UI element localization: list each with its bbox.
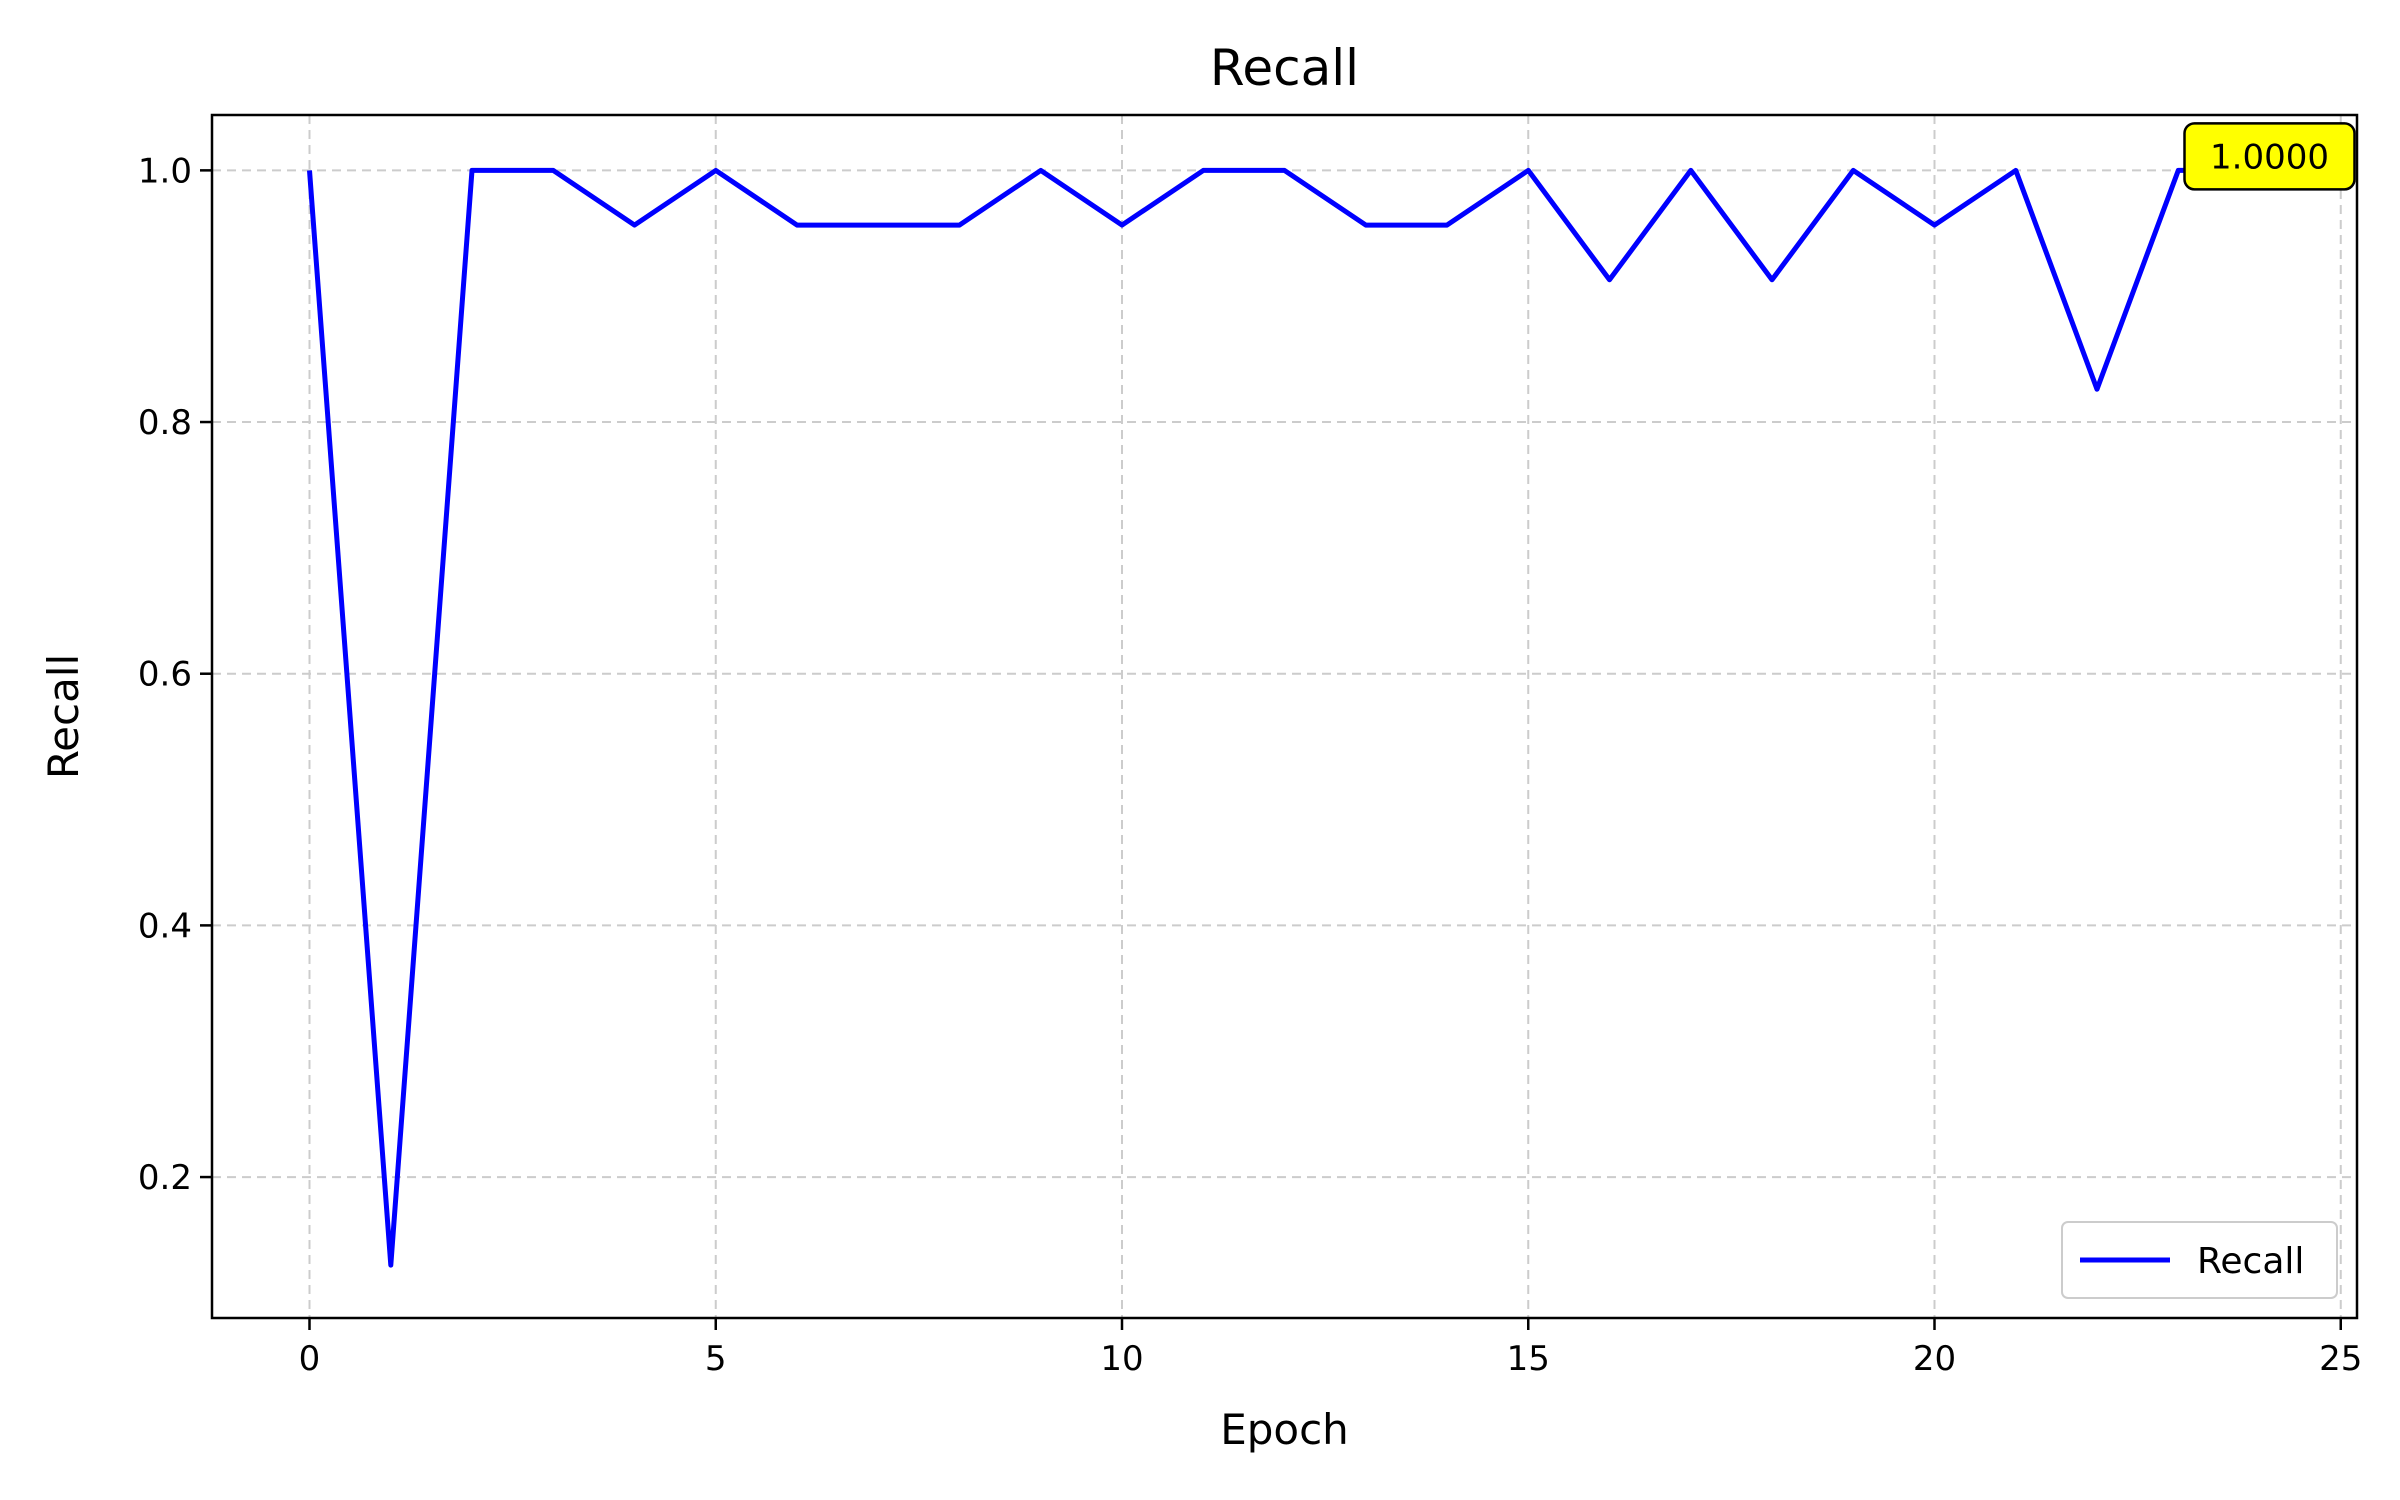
y-tick-label: 1.0 <box>138 151 192 191</box>
series-layer <box>307 167 2260 1268</box>
x-tick-label: 10 <box>1100 1339 1143 1379</box>
y-tick-label: 0.6 <box>138 655 192 695</box>
y-axis-title: Recall <box>39 654 88 779</box>
legend: Recall <box>2061 1221 2338 1299</box>
last-value-annotation: 1.0000 <box>2183 122 2356 191</box>
x-tick-label: 25 <box>2319 1339 2362 1379</box>
legend-box <box>2061 1221 2338 1299</box>
axis-ticks: 0 5 10 15 20 25 0.2 0.4 0.6 0.8 1.0 <box>138 151 2362 1379</box>
chart-title: Recall <box>1210 39 1359 97</box>
x-tick-label: 5 <box>705 1339 727 1379</box>
plot-frame <box>210 113 2359 1320</box>
x-tick-label: 15 <box>1507 1339 1550 1379</box>
legend-label-recall: Recall <box>2197 1241 2304 1282</box>
y-tick-label: 0.2 <box>138 1158 192 1198</box>
x-axis-title: Epoch <box>1220 1405 1349 1454</box>
y-tick-label: 0.8 <box>138 403 192 443</box>
grid <box>212 115 2357 1318</box>
annotation-box <box>2183 122 2356 191</box>
series-line-recall <box>307 167 2260 1268</box>
y-tick-label: 0.4 <box>138 906 192 946</box>
annotation-text: 1.0000 <box>2210 137 2329 177</box>
x-tick-label: 20 <box>1913 1339 1956 1379</box>
x-tick-label: 0 <box>299 1339 321 1379</box>
